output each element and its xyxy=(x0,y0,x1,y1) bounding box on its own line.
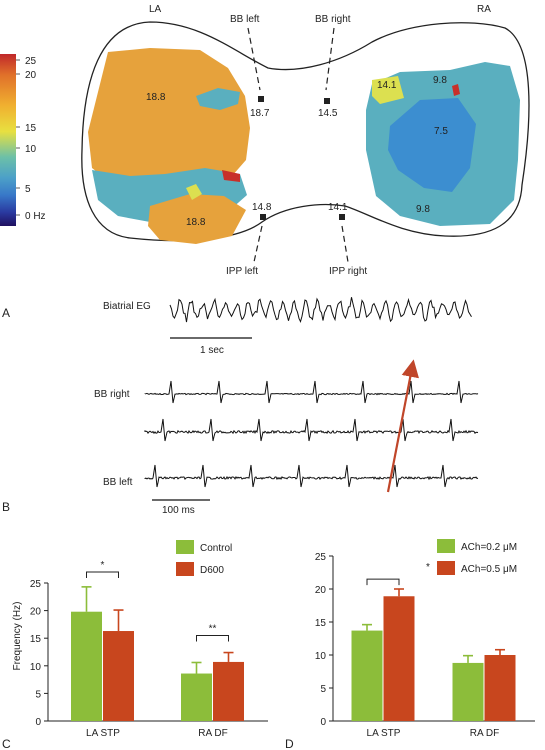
panel-b: Biatrial EG 1 sec BB right BB left 100 m… xyxy=(94,297,479,516)
x-tick-label: LA STP xyxy=(86,728,120,739)
scale-bar-1s-label: 1 sec xyxy=(200,345,224,356)
ra-activation-map xyxy=(366,62,520,226)
significance-label: ** xyxy=(209,623,217,634)
freq-bb-right: 14.5 xyxy=(318,108,338,119)
colorbar-tick-label: 15 xyxy=(25,123,37,134)
freq-ra-upper-left: 14.1 xyxy=(377,80,397,91)
la-patch-blue xyxy=(196,88,240,110)
site-marker-bb-right xyxy=(324,98,330,104)
legend-label: ACh=0.5 μM xyxy=(461,564,517,575)
y-tick-label: 25 xyxy=(30,579,42,590)
x-tick-label: RA DF xyxy=(470,728,499,739)
y-tick-label: 10 xyxy=(30,662,42,673)
bar xyxy=(383,596,415,721)
scale-bar-100ms-label: 100 ms xyxy=(162,505,195,516)
panel-letter-b: B xyxy=(2,500,10,514)
ra-label: RA xyxy=(477,4,491,15)
colorbar-tick-label: 10 xyxy=(25,144,37,155)
significance-bracket xyxy=(196,634,229,642)
site-marker-bb-left xyxy=(258,96,264,102)
bar xyxy=(351,630,383,721)
site-marker-ipp-right xyxy=(339,214,345,220)
la-patch-red xyxy=(222,170,240,182)
la-activation-map xyxy=(88,48,250,244)
freq-ipp-left: 14.8 xyxy=(252,202,272,213)
biatrial-eg-label: Biatrial EG xyxy=(103,301,151,312)
panel-letter-c: C xyxy=(2,737,11,750)
trace-label-bb-right: BB right xyxy=(94,389,130,400)
recording-sites xyxy=(247,27,349,263)
y-tick-label: 20 xyxy=(30,607,42,618)
site-marker-ipp-left xyxy=(260,214,266,220)
bar xyxy=(71,611,102,721)
la-label: LA xyxy=(149,4,162,15)
ipp-left-label: IPP left xyxy=(226,266,258,277)
legend-swatch xyxy=(176,562,194,576)
y-tick-label: 15 xyxy=(315,618,327,629)
chart-c-ylabel: Frequency (Hz) xyxy=(12,602,23,671)
bb-right-label: BB right xyxy=(315,14,351,25)
legend-label: Control xyxy=(200,543,232,554)
colorbar-ticks: 25 20 15 10 5 0 Hz xyxy=(16,56,46,222)
bar xyxy=(484,655,516,721)
significance-label: * xyxy=(101,560,105,571)
trace-bb-left xyxy=(144,464,479,488)
trace-biatrial-eg xyxy=(169,297,472,324)
freq-ra-upper: 9.8 xyxy=(433,75,447,86)
significance-bracket xyxy=(86,571,119,578)
freq-ra-center: 7.5 xyxy=(434,126,448,137)
y-tick-label: 5 xyxy=(320,684,326,695)
y-tick-label: 10 xyxy=(315,651,327,662)
bar xyxy=(452,662,484,721)
legend-swatch xyxy=(437,561,455,575)
colorbar-tick-label: 20 xyxy=(25,70,37,81)
y-tick-label: 0 xyxy=(35,717,41,728)
panel-a: 25 20 15 10 5 0 Hz xyxy=(0,4,530,277)
trace-label-bb-left: BB left xyxy=(103,477,133,488)
colorbar-tick-label: 0 Hz xyxy=(25,211,46,222)
ra-region-slow xyxy=(388,98,476,192)
freq-ra-lower: 9.8 xyxy=(416,204,430,215)
y-tick-label: 20 xyxy=(315,585,327,596)
freq-la-main: 18.8 xyxy=(146,92,166,103)
legend-swatch xyxy=(437,539,455,553)
colorbar-tick-label: 5 xyxy=(25,184,31,195)
legend-label: ACh=0.2 μM xyxy=(461,542,517,553)
la-region-lower-high xyxy=(148,194,246,244)
x-tick-label: RA DF xyxy=(198,728,227,739)
la-patch-yellow xyxy=(186,184,202,200)
ipp-right-label: IPP right xyxy=(329,266,367,277)
chart-d: 0 5 10 15 20 25 LA STP RA DF ACh=0.2 μM ACh=0.5 μ… xyxy=(315,539,535,739)
significance-bracket xyxy=(366,578,400,586)
trace-bb-right xyxy=(144,380,479,404)
y-tick-label: 0 xyxy=(320,717,326,728)
chart-d-marks: 0 5 10 15 20 25 LA STP RA DF ACh=0.2 μM ACh=0.5 μ… xyxy=(315,539,535,739)
bb-left-label: BB left xyxy=(230,14,260,25)
la-region-high xyxy=(88,48,250,182)
bar xyxy=(181,673,212,721)
ra-patch-red xyxy=(452,84,460,96)
x-tick-label: LA STP xyxy=(367,728,401,739)
y-tick-label: 15 xyxy=(30,634,42,645)
y-tick-label: 25 xyxy=(315,552,327,563)
panel-letter-d: D xyxy=(285,737,294,750)
panel-letter-a: A xyxy=(2,306,10,320)
trace-middle xyxy=(144,418,479,442)
colorbar-tick-label: 25 xyxy=(25,56,37,67)
bar xyxy=(213,661,244,721)
ra-patch-yellow xyxy=(372,76,404,104)
legend-swatch xyxy=(176,540,194,554)
freq-la-lower: 18.8 xyxy=(186,217,206,228)
legend-label: D600 xyxy=(200,565,224,576)
freq-bb-left: 18.7 xyxy=(250,108,270,119)
significance-label: * xyxy=(426,562,430,573)
y-tick-label: 5 xyxy=(35,689,41,700)
activation-arrow xyxy=(386,359,419,493)
colorbar xyxy=(0,54,16,226)
bar xyxy=(103,631,134,721)
freq-ipp-right: 14.1 xyxy=(328,202,348,213)
